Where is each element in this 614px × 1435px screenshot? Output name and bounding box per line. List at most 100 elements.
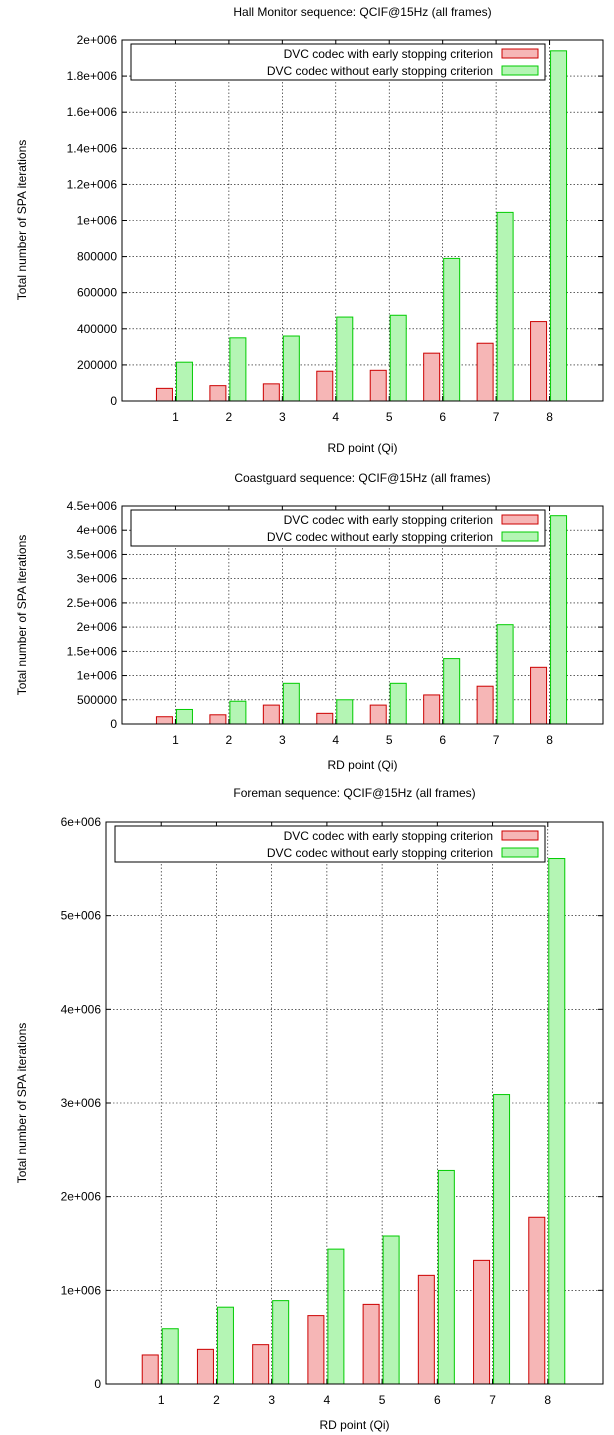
chart-1-category-label: 2 bbox=[226, 410, 233, 424]
chart-2-bar-without-early-stopping bbox=[175, 708, 193, 725]
chart-3-ytick-label: 1e+006 bbox=[61, 1283, 102, 1297]
chart-3-bar-with-early-stopping bbox=[252, 1344, 270, 1385]
chart-3-category-label: 5 bbox=[379, 1393, 386, 1407]
chart-1-category-label: 3 bbox=[279, 410, 286, 424]
chart-3-xlabel: RD point (Qi) bbox=[319, 1418, 389, 1432]
chart-1-ytick-label: 600000 bbox=[77, 286, 117, 300]
chart-2-bar-without-early-stopping bbox=[282, 682, 300, 725]
chart-1-category-label: 5 bbox=[386, 410, 393, 424]
chart-2-ytick-label: 1e+006 bbox=[77, 669, 118, 683]
chart-3-legend-label: DVC codec with early stopping criterion bbox=[284, 829, 493, 843]
chart-2-bar-without-early-stopping bbox=[229, 700, 247, 725]
chart-1-bar-without-early-stopping bbox=[389, 314, 407, 402]
chart-3-bar-with-early-stopping bbox=[362, 1303, 380, 1385]
chart-1-ytick-label: 200000 bbox=[77, 358, 117, 372]
chart-3-ytick-label: 0 bbox=[94, 1377, 101, 1391]
chart-3-bar-without-early-stopping bbox=[382, 1235, 400, 1385]
chart-1-ytick-label: 1.2e+006 bbox=[67, 177, 118, 191]
chart-1-legend bbox=[130, 43, 546, 81]
chart-1-bar-with-early-stopping bbox=[155, 387, 173, 402]
chart-1-title: Hall Monitor sequence: QCIF@15Hz (all fr… bbox=[233, 5, 491, 19]
chart-3-legend-swatch bbox=[501, 830, 539, 841]
chart-2-bar-with-early-stopping bbox=[262, 704, 280, 725]
chart-3-bar-with-early-stopping bbox=[196, 1348, 214, 1385]
chart-2-bar-with-early-stopping bbox=[476, 685, 494, 725]
chart-1-ytick-label: 1e+006 bbox=[77, 214, 118, 228]
chart-2-category-label: 4 bbox=[332, 733, 339, 747]
chart-1-legend-label: DVC codec with early stopping criterion bbox=[284, 47, 493, 61]
chart-2-ytick-label: 2e+006 bbox=[77, 620, 118, 634]
chart-3-category-label: 1 bbox=[158, 1393, 165, 1407]
chart-2-ytick-label: 1.5e+006 bbox=[67, 644, 118, 658]
chart-2-bar-with-early-stopping bbox=[209, 714, 227, 725]
chart-1-bar-with-early-stopping bbox=[476, 342, 494, 402]
chart-1-bar-with-early-stopping bbox=[530, 321, 548, 402]
chart-3-title: Foreman sequence: QCIF@15Hz (all frames) bbox=[233, 786, 475, 800]
chart-3-bar-without-early-stopping bbox=[272, 1300, 290, 1385]
chart-2-category-label: 7 bbox=[493, 733, 500, 747]
chart-1-bar-with-early-stopping bbox=[262, 383, 280, 402]
chart-1-ytick-label: 800000 bbox=[77, 250, 117, 264]
chart-2-legend-label: DVC codec with early stopping criterion bbox=[284, 513, 493, 527]
chart-1-bar-without-early-stopping bbox=[550, 50, 568, 402]
chart-2-ytick-label: 3.5e+006 bbox=[67, 547, 118, 561]
chart-3-bar-without-early-stopping bbox=[327, 1248, 345, 1385]
chart-2-ylabel: Total number of SPA iterations bbox=[15, 535, 29, 696]
chart-1-ylabel: Total number of SPA iterations bbox=[15, 140, 29, 301]
chart-3-bar-with-early-stopping bbox=[307, 1315, 325, 1385]
chart-2-ytick-label: 4e+006 bbox=[77, 523, 118, 537]
chart-1-ytick-label: 1.4e+006 bbox=[67, 141, 118, 155]
chart-3-legend bbox=[114, 825, 546, 863]
chart-3-ytick-label: 2e+006 bbox=[61, 1190, 102, 1204]
chart-2-category-label: 6 bbox=[439, 733, 446, 747]
chart-2-plot-frame bbox=[121, 505, 604, 725]
chart-2-bar-with-early-stopping bbox=[423, 694, 441, 725]
chart-2-xlabel: RD point (Qi) bbox=[327, 758, 397, 772]
chart-1-bar-without-early-stopping bbox=[175, 361, 193, 402]
chart-2-bar-with-early-stopping bbox=[155, 716, 173, 725]
chart-3-bar-with-early-stopping bbox=[141, 1354, 159, 1385]
chart-3-bar-without-early-stopping bbox=[437, 1169, 455, 1385]
chart-2-bar-with-early-stopping bbox=[316, 712, 334, 725]
chart-3-bar-with-early-stopping bbox=[473, 1259, 491, 1385]
chart-1-ytick-label: 1.8e+006 bbox=[67, 69, 118, 83]
chart-1-bar-with-early-stopping bbox=[209, 385, 227, 402]
chart-1-ytick-label: 2e+006 bbox=[77, 33, 118, 47]
chart-2-legend bbox=[130, 509, 546, 547]
chart-3-category-label: 8 bbox=[544, 1393, 551, 1407]
chart-1-bar-without-early-stopping bbox=[282, 335, 300, 402]
chart-3-category-label: 7 bbox=[489, 1393, 496, 1407]
chart-2-bar-with-early-stopping bbox=[530, 666, 548, 725]
chart-3-legend-swatch bbox=[501, 847, 539, 858]
chart-2-ytick-label: 2.5e+006 bbox=[67, 596, 118, 610]
chart-1-category-label: 6 bbox=[439, 410, 446, 424]
chart-2-ytick-label: 500000 bbox=[77, 693, 117, 707]
chart-2-bar-without-early-stopping bbox=[496, 624, 514, 725]
chart-3-bar-with-early-stopping bbox=[528, 1216, 546, 1385]
chart-2-title: Coastguard sequence: QCIF@15Hz (all fram… bbox=[234, 471, 490, 485]
chart-2-ytick-label: 3e+006 bbox=[77, 572, 118, 586]
chart-3-bar-without-early-stopping bbox=[216, 1306, 234, 1385]
chart-1-bar-without-early-stopping bbox=[336, 316, 354, 402]
chart-1-legend-swatch bbox=[501, 48, 539, 59]
chart-3-ytick-label: 3e+006 bbox=[61, 1096, 102, 1110]
chart-1-category-label: 1 bbox=[172, 410, 179, 424]
chart-1-legend-swatch bbox=[501, 65, 539, 76]
chart-1-bar-without-early-stopping bbox=[229, 337, 247, 402]
chart-1-bar-with-early-stopping bbox=[316, 370, 334, 402]
chart-1-bar-with-early-stopping bbox=[423, 352, 441, 402]
chart-3-category-label: 3 bbox=[268, 1393, 275, 1407]
chart-3-category-label: 2 bbox=[213, 1393, 220, 1407]
chart-2-legend-label: DVC codec without early stopping criteri… bbox=[267, 530, 493, 544]
chart-2-bar-without-early-stopping bbox=[443, 658, 461, 725]
chart-2-bar-without-early-stopping bbox=[550, 515, 568, 725]
chart-2-category-label: 5 bbox=[386, 733, 393, 747]
chart-1-ytick-label: 0 bbox=[110, 394, 117, 408]
chart-3-category-label: 6 bbox=[434, 1393, 441, 1407]
chart-1-category-label: 4 bbox=[332, 410, 339, 424]
chart-1-category-label: 7 bbox=[493, 410, 500, 424]
chart-3-category-label: 4 bbox=[324, 1393, 331, 1407]
chart-2-category-label: 2 bbox=[226, 733, 233, 747]
chart-3-ylabel: Total number of SPA iterations bbox=[15, 1023, 29, 1184]
chart-2-bar-with-early-stopping bbox=[369, 704, 387, 725]
